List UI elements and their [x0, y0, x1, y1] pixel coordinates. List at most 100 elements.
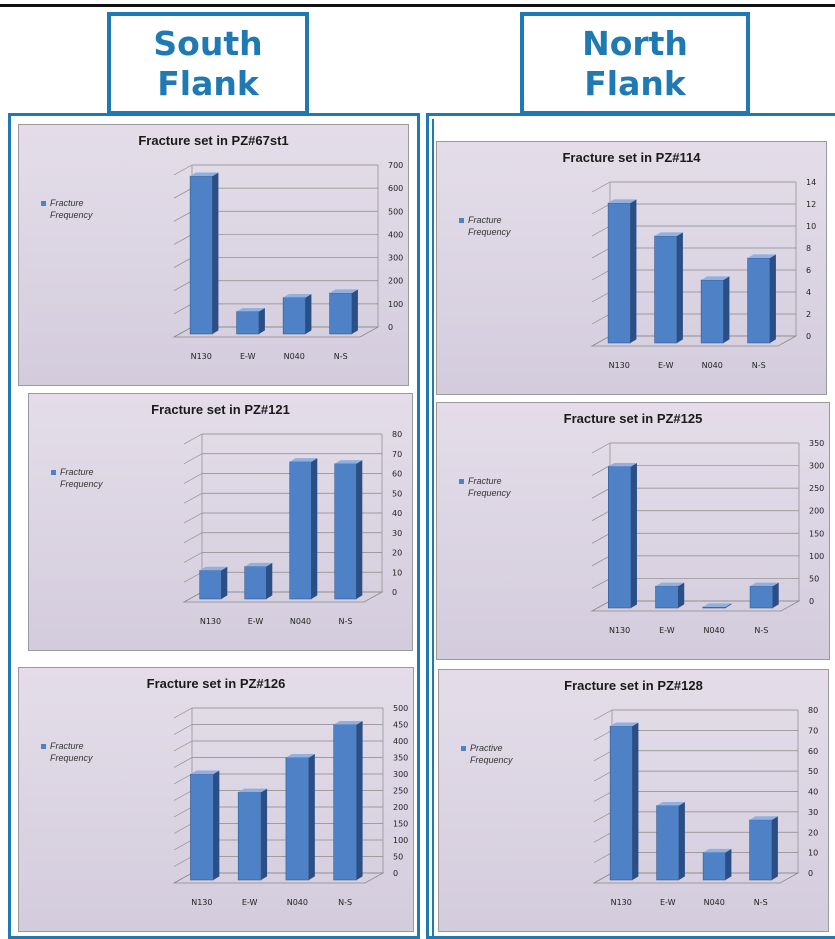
y-tick-label: 10	[808, 849, 818, 858]
bar-side	[771, 816, 778, 880]
bar-front	[656, 805, 680, 881]
legend-swatch	[459, 218, 464, 223]
y-tick-label: 30	[392, 529, 402, 538]
bar-front	[702, 852, 726, 881]
chart-title: Fracture set in PZ#126	[147, 676, 286, 691]
y-tick-label: 80	[392, 430, 402, 439]
y-tick-label: 70	[808, 726, 818, 735]
y-tick-label: 2	[806, 310, 811, 319]
y-tick-label: 0	[388, 323, 393, 332]
bar-side	[678, 582, 685, 608]
gridline-side	[173, 790, 193, 801]
legend-label: Frequency	[50, 210, 93, 220]
y-tick-label: 6	[806, 266, 811, 275]
gridline-side	[593, 770, 613, 782]
gridline-side	[591, 487, 611, 499]
x-tick-label: N130	[200, 617, 221, 626]
y-tick-label: 150	[809, 529, 824, 538]
north-flank-header: North Flank	[520, 12, 750, 115]
bar-N-S	[333, 721, 363, 881]
x-tick-label: N040	[287, 898, 308, 907]
chart-title: Fracture set in PZ#121	[151, 402, 290, 417]
gridline-side	[591, 465, 611, 476]
bar-front	[282, 297, 306, 335]
gridline-side	[183, 433, 203, 445]
floor	[182, 591, 384, 603]
bar-N130	[190, 770, 220, 881]
y-tick-label: 0	[393, 869, 398, 878]
bar-N040	[700, 276, 730, 344]
y-tick-label: 40	[392, 509, 402, 518]
gridline-side	[591, 313, 611, 325]
bar-top	[244, 562, 273, 567]
bar-side	[772, 582, 779, 608]
bar-N130	[608, 462, 637, 609]
chart-title: Fracture set in PZ#67st1	[138, 133, 288, 148]
gridline-side	[173, 856, 193, 867]
bar-top	[190, 770, 220, 775]
x-tick-label: N-S	[754, 898, 768, 907]
bar-front	[749, 819, 773, 881]
bar-N040	[285, 754, 315, 881]
bar-N-S	[749, 816, 778, 881]
gridline-side	[173, 724, 193, 735]
bar-front	[700, 279, 724, 344]
south-flank-line2: Flank	[157, 63, 259, 103]
legend-label: Fracture	[50, 741, 84, 751]
x-tick-label: N040	[703, 626, 724, 635]
floor	[590, 600, 801, 612]
y-tick-label: 0	[809, 597, 814, 606]
bar-top	[608, 199, 637, 203]
chart-pz125: Fracture set in PZ#125 Fracture Frequency 0…	[459, 411, 824, 635]
y-tick-label: 8	[806, 244, 811, 253]
bar-N-S	[749, 582, 779, 609]
bar-side	[630, 462, 637, 608]
chart-panel-pz121: Fracture set in PZ#121 Fracture Frequency 0…	[28, 393, 413, 651]
y-tick-label: 700	[388, 161, 403, 170]
x-tick-label: E-W	[248, 617, 264, 626]
x-tick-label: N-S	[754, 626, 768, 635]
y-tick-label: 50	[809, 574, 819, 583]
gridline-side	[173, 707, 193, 719]
y-tick-label: 100	[393, 836, 408, 845]
gridline-side	[173, 164, 193, 176]
gridline-side	[593, 791, 613, 802]
chart-pz67st1: Fracture set in PZ#67st1 Fracture Frequenc…	[41, 133, 403, 361]
legend-swatch	[459, 479, 464, 484]
bar-top	[655, 582, 685, 587]
bar-side	[212, 172, 219, 334]
legend-label: Practive	[470, 743, 503, 753]
chart-panel-pz126: Fracture set in PZ#126 Fracture Frequency 0…	[18, 667, 414, 932]
legend-label: Frequency	[468, 227, 511, 237]
legend-swatch	[41, 201, 46, 206]
bar-front	[189, 175, 213, 335]
gridline-side	[593, 730, 613, 741]
top-rule	[0, 4, 835, 7]
gridline-side	[173, 187, 193, 199]
gridline-side	[593, 709, 613, 721]
bar-side	[725, 603, 732, 608]
gridline-side	[183, 453, 203, 465]
bar-front	[655, 585, 679, 609]
y-tick-label: 400	[388, 230, 403, 239]
bar-side	[351, 289, 358, 334]
y-tick-label: 200	[393, 803, 408, 812]
bar-front	[747, 257, 771, 344]
y-tick-label: 200	[809, 507, 824, 516]
bar-front	[607, 202, 631, 344]
gridline-side	[173, 210, 193, 222]
x-tick-label: N-S	[334, 352, 348, 361]
bar-front	[236, 311, 260, 335]
bar-E-W	[655, 582, 685, 609]
y-tick-label: 0	[808, 869, 813, 878]
gridline-side	[173, 303, 193, 315]
x-tick-label: E-W	[660, 898, 676, 907]
gridline-side	[591, 510, 611, 522]
bar-front	[285, 757, 310, 881]
x-tick-label: N130	[609, 361, 630, 370]
y-tick-label: 300	[809, 462, 824, 471]
legend-label: Frequency	[470, 755, 513, 765]
x-tick-label: N130	[611, 898, 632, 907]
chart-panel-pz128: Fracture set in PZ#128 Practive Frequency 0…	[438, 669, 829, 932]
gridline-side	[183, 512, 203, 524]
